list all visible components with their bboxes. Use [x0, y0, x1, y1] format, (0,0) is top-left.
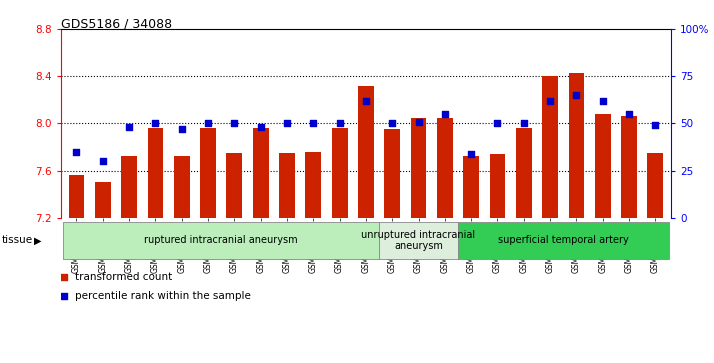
Bar — [121, 156, 137, 218]
Bar — [69, 175, 84, 218]
Bar — [200, 128, 216, 218]
Bar — [332, 128, 348, 218]
Bar — [358, 86, 374, 218]
Point — [150, 121, 161, 126]
Bar — [174, 156, 190, 218]
Point — [439, 111, 451, 117]
Text: ▶: ▶ — [34, 236, 42, 245]
Point — [544, 98, 555, 104]
Bar — [542, 76, 558, 218]
Point — [255, 124, 266, 130]
Point — [71, 149, 82, 155]
Bar — [226, 153, 242, 218]
Point — [360, 98, 371, 104]
Bar — [437, 118, 453, 218]
Bar — [463, 156, 479, 218]
Text: tissue: tissue — [1, 236, 33, 245]
Bar — [516, 128, 532, 218]
Point — [386, 121, 398, 126]
Point — [413, 119, 424, 125]
Point — [570, 92, 582, 98]
Text: superficial temporal artery: superficial temporal artery — [498, 236, 628, 245]
Point — [59, 274, 70, 280]
Bar — [306, 152, 321, 218]
Point — [650, 122, 661, 128]
Point — [597, 98, 608, 104]
Point — [176, 126, 188, 132]
Bar — [490, 154, 506, 218]
Text: transformed count: transformed count — [76, 272, 173, 282]
Point — [124, 124, 135, 130]
Point — [281, 121, 293, 126]
FancyBboxPatch shape — [64, 222, 379, 259]
Text: percentile rank within the sample: percentile rank within the sample — [76, 291, 251, 301]
Bar — [95, 182, 111, 218]
Point — [228, 121, 240, 126]
Point — [334, 121, 346, 126]
Point — [59, 293, 70, 299]
Text: unruptured intracranial
aneurysm: unruptured intracranial aneurysm — [361, 230, 476, 251]
Bar — [595, 114, 610, 218]
Bar — [148, 128, 164, 218]
Bar — [621, 116, 637, 218]
Bar — [279, 153, 295, 218]
Bar — [648, 153, 663, 218]
Point — [623, 111, 635, 117]
Point — [308, 121, 319, 126]
Text: GDS5186 / 34088: GDS5186 / 34088 — [61, 17, 172, 30]
Bar — [253, 128, 268, 218]
Bar — [568, 73, 584, 218]
Text: ruptured intracranial aneurysm: ruptured intracranial aneurysm — [144, 236, 298, 245]
Bar — [411, 118, 426, 218]
Point — [202, 121, 213, 126]
Point — [466, 151, 477, 156]
Point — [518, 121, 530, 126]
Point — [97, 158, 109, 164]
Point — [492, 121, 503, 126]
Bar — [384, 129, 400, 218]
FancyBboxPatch shape — [458, 222, 668, 259]
FancyBboxPatch shape — [379, 222, 458, 259]
